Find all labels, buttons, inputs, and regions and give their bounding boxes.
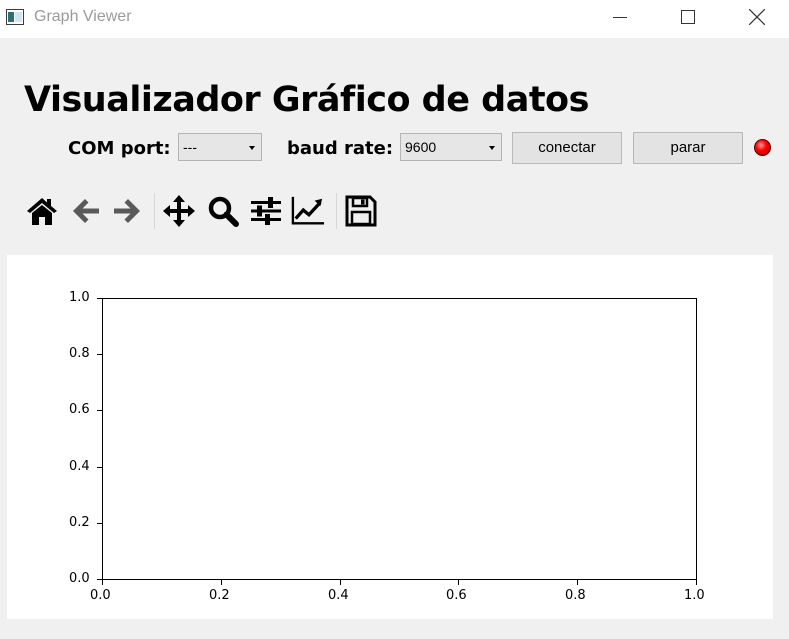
edit-axis-button[interactable] <box>291 194 325 228</box>
y-tick <box>97 410 102 411</box>
status-led <box>754 139 771 156</box>
chevron-down-icon <box>249 146 255 150</box>
forward-arrow-icon <box>114 199 140 223</box>
x-tick <box>102 580 103 585</box>
x-tick-label: 0.8 <box>565 588 586 603</box>
x-tick-label: 0.4 <box>328 588 349 603</box>
minimize-icon <box>613 17 627 18</box>
x-tick <box>458 580 459 585</box>
home-button[interactable] <box>25 194 59 228</box>
x-tick-label: 0.6 <box>446 588 467 603</box>
x-tick-label: 0.2 <box>209 588 230 603</box>
y-tick-label: 0.0 <box>69 571 90 586</box>
y-tick <box>97 579 102 580</box>
y-tick <box>97 354 102 355</box>
y-tick <box>97 523 102 524</box>
x-tick-label: 1.0 <box>684 588 705 603</box>
pan-icon <box>163 195 195 227</box>
title-bar: Graph Viewer <box>0 0 789 38</box>
plot-axes <box>102 298 697 580</box>
maximize-icon <box>681 10 695 24</box>
stop-button[interactable]: parar <box>633 132 743 164</box>
home-icon <box>27 198 57 225</box>
save-icon <box>345 195 377 227</box>
close-button[interactable] <box>735 0 781 34</box>
forward-button[interactable] <box>110 194 144 228</box>
baud-rate-select[interactable]: 9600 <box>400 133 502 161</box>
com-port-select[interactable]: --- <box>178 133 262 161</box>
y-tick-label: 0.8 <box>69 346 90 361</box>
subplots-config-icon <box>251 197 281 225</box>
y-tick-label: 0.4 <box>69 459 90 474</box>
toolbar-separator <box>154 193 155 229</box>
x-tick <box>577 580 578 585</box>
app-icon <box>6 9 24 25</box>
plot-canvas[interactable]: 0.0 0.2 0.4 0.6 0.8 1.0 0.0 0.2 0.4 0.6 0.8 1.0 <box>7 255 773 619</box>
back-arrow-icon <box>73 199 99 223</box>
baud-rate-value: 9600 <box>405 139 437 155</box>
window-title: Graph Viewer <box>34 8 132 25</box>
y-tick <box>97 298 102 299</box>
chevron-down-icon <box>489 146 495 150</box>
baud-rate-label: baud rate: <box>287 138 394 159</box>
x-tick <box>221 580 222 585</box>
page-title: Visualizador Gráfico de datos <box>24 80 589 120</box>
x-tick-label: 0.0 <box>90 588 111 603</box>
x-tick <box>696 580 697 585</box>
maximize-button[interactable] <box>665 0 711 34</box>
pan-button[interactable] <box>162 194 196 228</box>
toolbar-separator <box>336 193 337 229</box>
edit-axis-icon <box>291 196 325 225</box>
subplots-config-button[interactable] <box>249 194 283 228</box>
back-button[interactable] <box>69 194 103 228</box>
com-port-value: --- <box>183 139 197 155</box>
minimize-button[interactable] <box>597 0 643 34</box>
y-tick-label: 1.0 <box>69 290 90 305</box>
y-tick-label: 0.2 <box>69 515 90 530</box>
zoom-button[interactable] <box>206 194 240 228</box>
connect-button[interactable]: conectar <box>512 132 622 164</box>
save-button[interactable] <box>344 194 378 228</box>
com-port-label: COM port: <box>68 138 171 159</box>
y-tick-label: 0.6 <box>69 402 90 417</box>
x-tick <box>340 580 341 585</box>
y-tick <box>97 467 102 468</box>
zoom-icon <box>208 196 239 227</box>
close-icon <box>749 9 765 25</box>
